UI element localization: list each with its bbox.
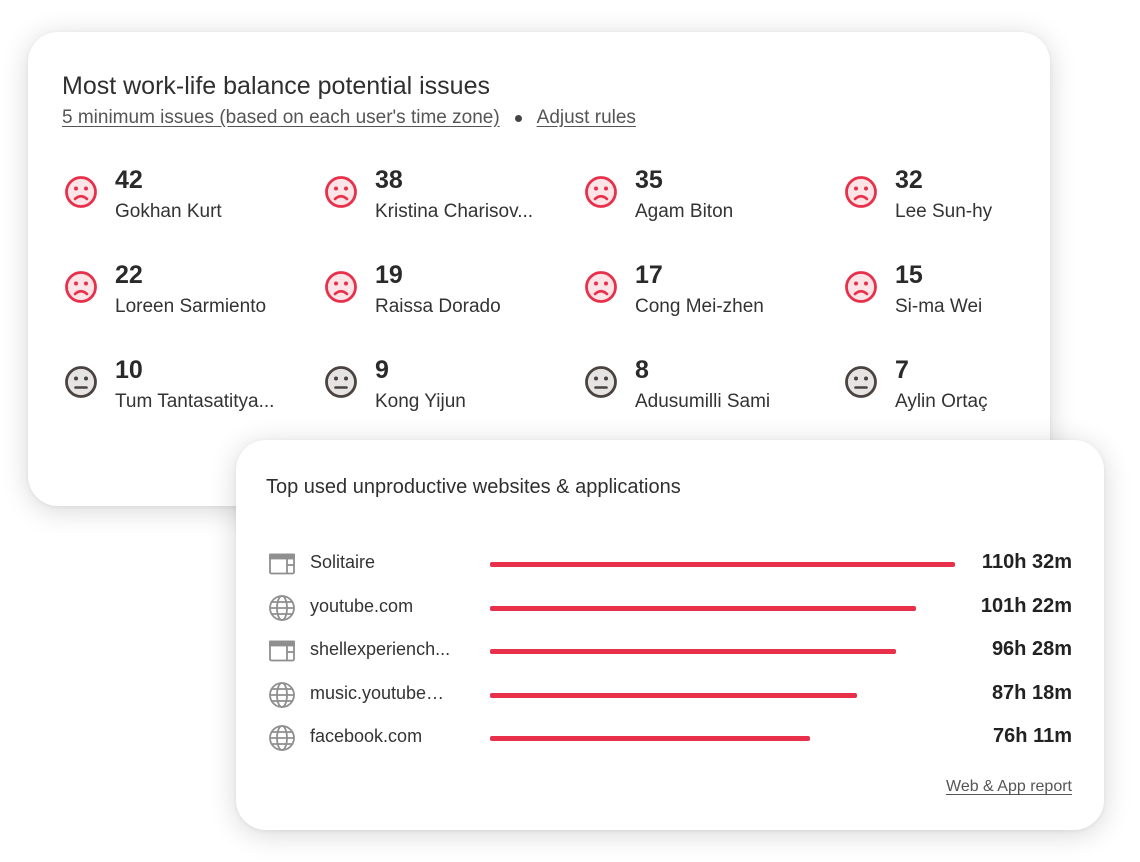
issue-count: 8 (635, 356, 649, 384)
person-name: Si-ma Wei (895, 296, 983, 317)
usage-bar (490, 562, 955, 567)
issue-count: 42 (115, 166, 143, 194)
globe-icon (268, 724, 296, 752)
minimum-issues-link[interactable]: 5 minimum issues (based on each user's t… (62, 107, 500, 128)
app-row[interactable]: music.youtube… 87h 18m (266, 673, 1074, 717)
person-name: Gokhan Kurt (115, 201, 222, 222)
apps-title: Top used unproductive websites & applica… (266, 476, 681, 498)
web-app-report-link[interactable]: Web & App report (946, 778, 1072, 795)
person-name: Cong Mei-zhen (635, 296, 764, 317)
person-item[interactable]: 32 Lee Sun-hy (842, 166, 1042, 261)
person-name: Kristina Charisov... (375, 201, 534, 222)
person-item[interactable]: 8 Adusumilli Sami (582, 356, 842, 451)
app-row[interactable]: Solitaire 110h 32m (266, 542, 1074, 586)
person-item[interactable]: 10 Tum Tantasatitya... (62, 356, 322, 451)
app-row[interactable]: facebook.com 76h 11m (266, 716, 1074, 760)
usage-time: 76h 11m (993, 725, 1072, 748)
sad-face-icon (844, 270, 878, 304)
apps-list: Solitaire 110h 32m youtube.com 101h 22m shel… (266, 542, 1074, 760)
sad-face-icon (584, 270, 618, 304)
person-name: Kong Yijun (375, 391, 466, 412)
person-name: Agam Biton (635, 201, 734, 222)
sad-face-icon (584, 175, 618, 209)
issue-count: 22 (115, 261, 143, 289)
app-row[interactable]: youtube.com 101h 22m (266, 586, 1074, 630)
adjust-rules-link[interactable]: Adjust rules (536, 107, 636, 128)
usage-bar (490, 605, 916, 611)
issue-count: 19 (375, 261, 403, 289)
app-window-icon (268, 637, 296, 665)
issue-count: 32 (895, 166, 923, 194)
globe-icon (268, 594, 296, 622)
person-item[interactable]: 15 Si-ma Wei (842, 261, 1042, 356)
issue-count: 9 (375, 356, 389, 384)
people-grid: 42 Gokhan Kurt 38 Kristina Charisov... 35 Aga… (62, 166, 1042, 451)
neutral-face-icon (324, 365, 358, 399)
person-name: Lee Sun-hy (895, 201, 993, 222)
sad-face-icon (64, 270, 98, 304)
app-row[interactable]: shellexperiench... 96h 28m (266, 629, 1074, 673)
person-item[interactable]: 17 Cong Mei-zhen (582, 261, 842, 356)
app-name: Solitaire (310, 552, 376, 572)
usage-bar (490, 692, 857, 698)
sad-face-icon (324, 270, 358, 304)
issue-count: 15 (895, 261, 923, 289)
person-name: Adusumilli Sami (635, 391, 771, 412)
usage-time: 101h 22m (980, 594, 1072, 617)
globe-icon (268, 681, 296, 709)
sad-face-icon (844, 175, 878, 209)
neutral-face-icon (64, 365, 98, 399)
person-item[interactable]: 9 Kong Yijun (322, 356, 582, 451)
issue-count: 38 (375, 166, 403, 194)
person-name: Raissa Dorado (375, 296, 501, 317)
issue-count: 7 (895, 356, 909, 384)
person-item[interactable]: 38 Kristina Charisov... (322, 166, 582, 261)
neutral-face-icon (584, 365, 618, 399)
sad-face-icon (324, 175, 358, 209)
usage-bar (490, 736, 810, 742)
person-item[interactable]: 42 Gokhan Kurt (62, 166, 322, 261)
worklife-title: Most work-life balance potential issues (62, 72, 490, 100)
issue-count: 35 (635, 166, 663, 194)
unproductive-apps-card: Top used unproductive websites & applica… (236, 440, 1104, 830)
sad-face-icon (64, 175, 98, 209)
neutral-face-icon (844, 365, 878, 399)
usage-bar (490, 649, 896, 655)
usage-time: 110h 32m (981, 551, 1072, 573)
usage-time: 96h 28m (991, 638, 1072, 661)
person-name: Tum Tantasatitya... (115, 391, 275, 412)
app-name: youtube.com (310, 595, 414, 616)
issue-count: 10 (115, 356, 143, 384)
app-name: shellexperiench... (310, 639, 451, 660)
worklife-subtitle: 5 minimum issues (based on each user's t… (62, 107, 636, 129)
usage-time: 87h 18m (991, 681, 1072, 704)
person-item[interactable]: 19 Raissa Dorado (322, 261, 582, 356)
app-name: facebook.com (310, 726, 423, 747)
person-name: Loreen Sarmiento (115, 296, 267, 317)
person-name: Aylin Ortaç (895, 391, 988, 412)
app-window-icon (268, 550, 296, 578)
app-name: music.youtube… (310, 682, 445, 703)
person-item[interactable]: 7 Aylin Ortaç (842, 356, 1042, 451)
separator-dot (514, 114, 522, 122)
person-item[interactable]: 22 Loreen Sarmiento (62, 261, 322, 356)
issue-count: 17 (635, 261, 663, 289)
person-item[interactable]: 35 Agam Biton (582, 166, 842, 261)
worklife-card: Most work-life balance potential issues … (28, 32, 1050, 506)
